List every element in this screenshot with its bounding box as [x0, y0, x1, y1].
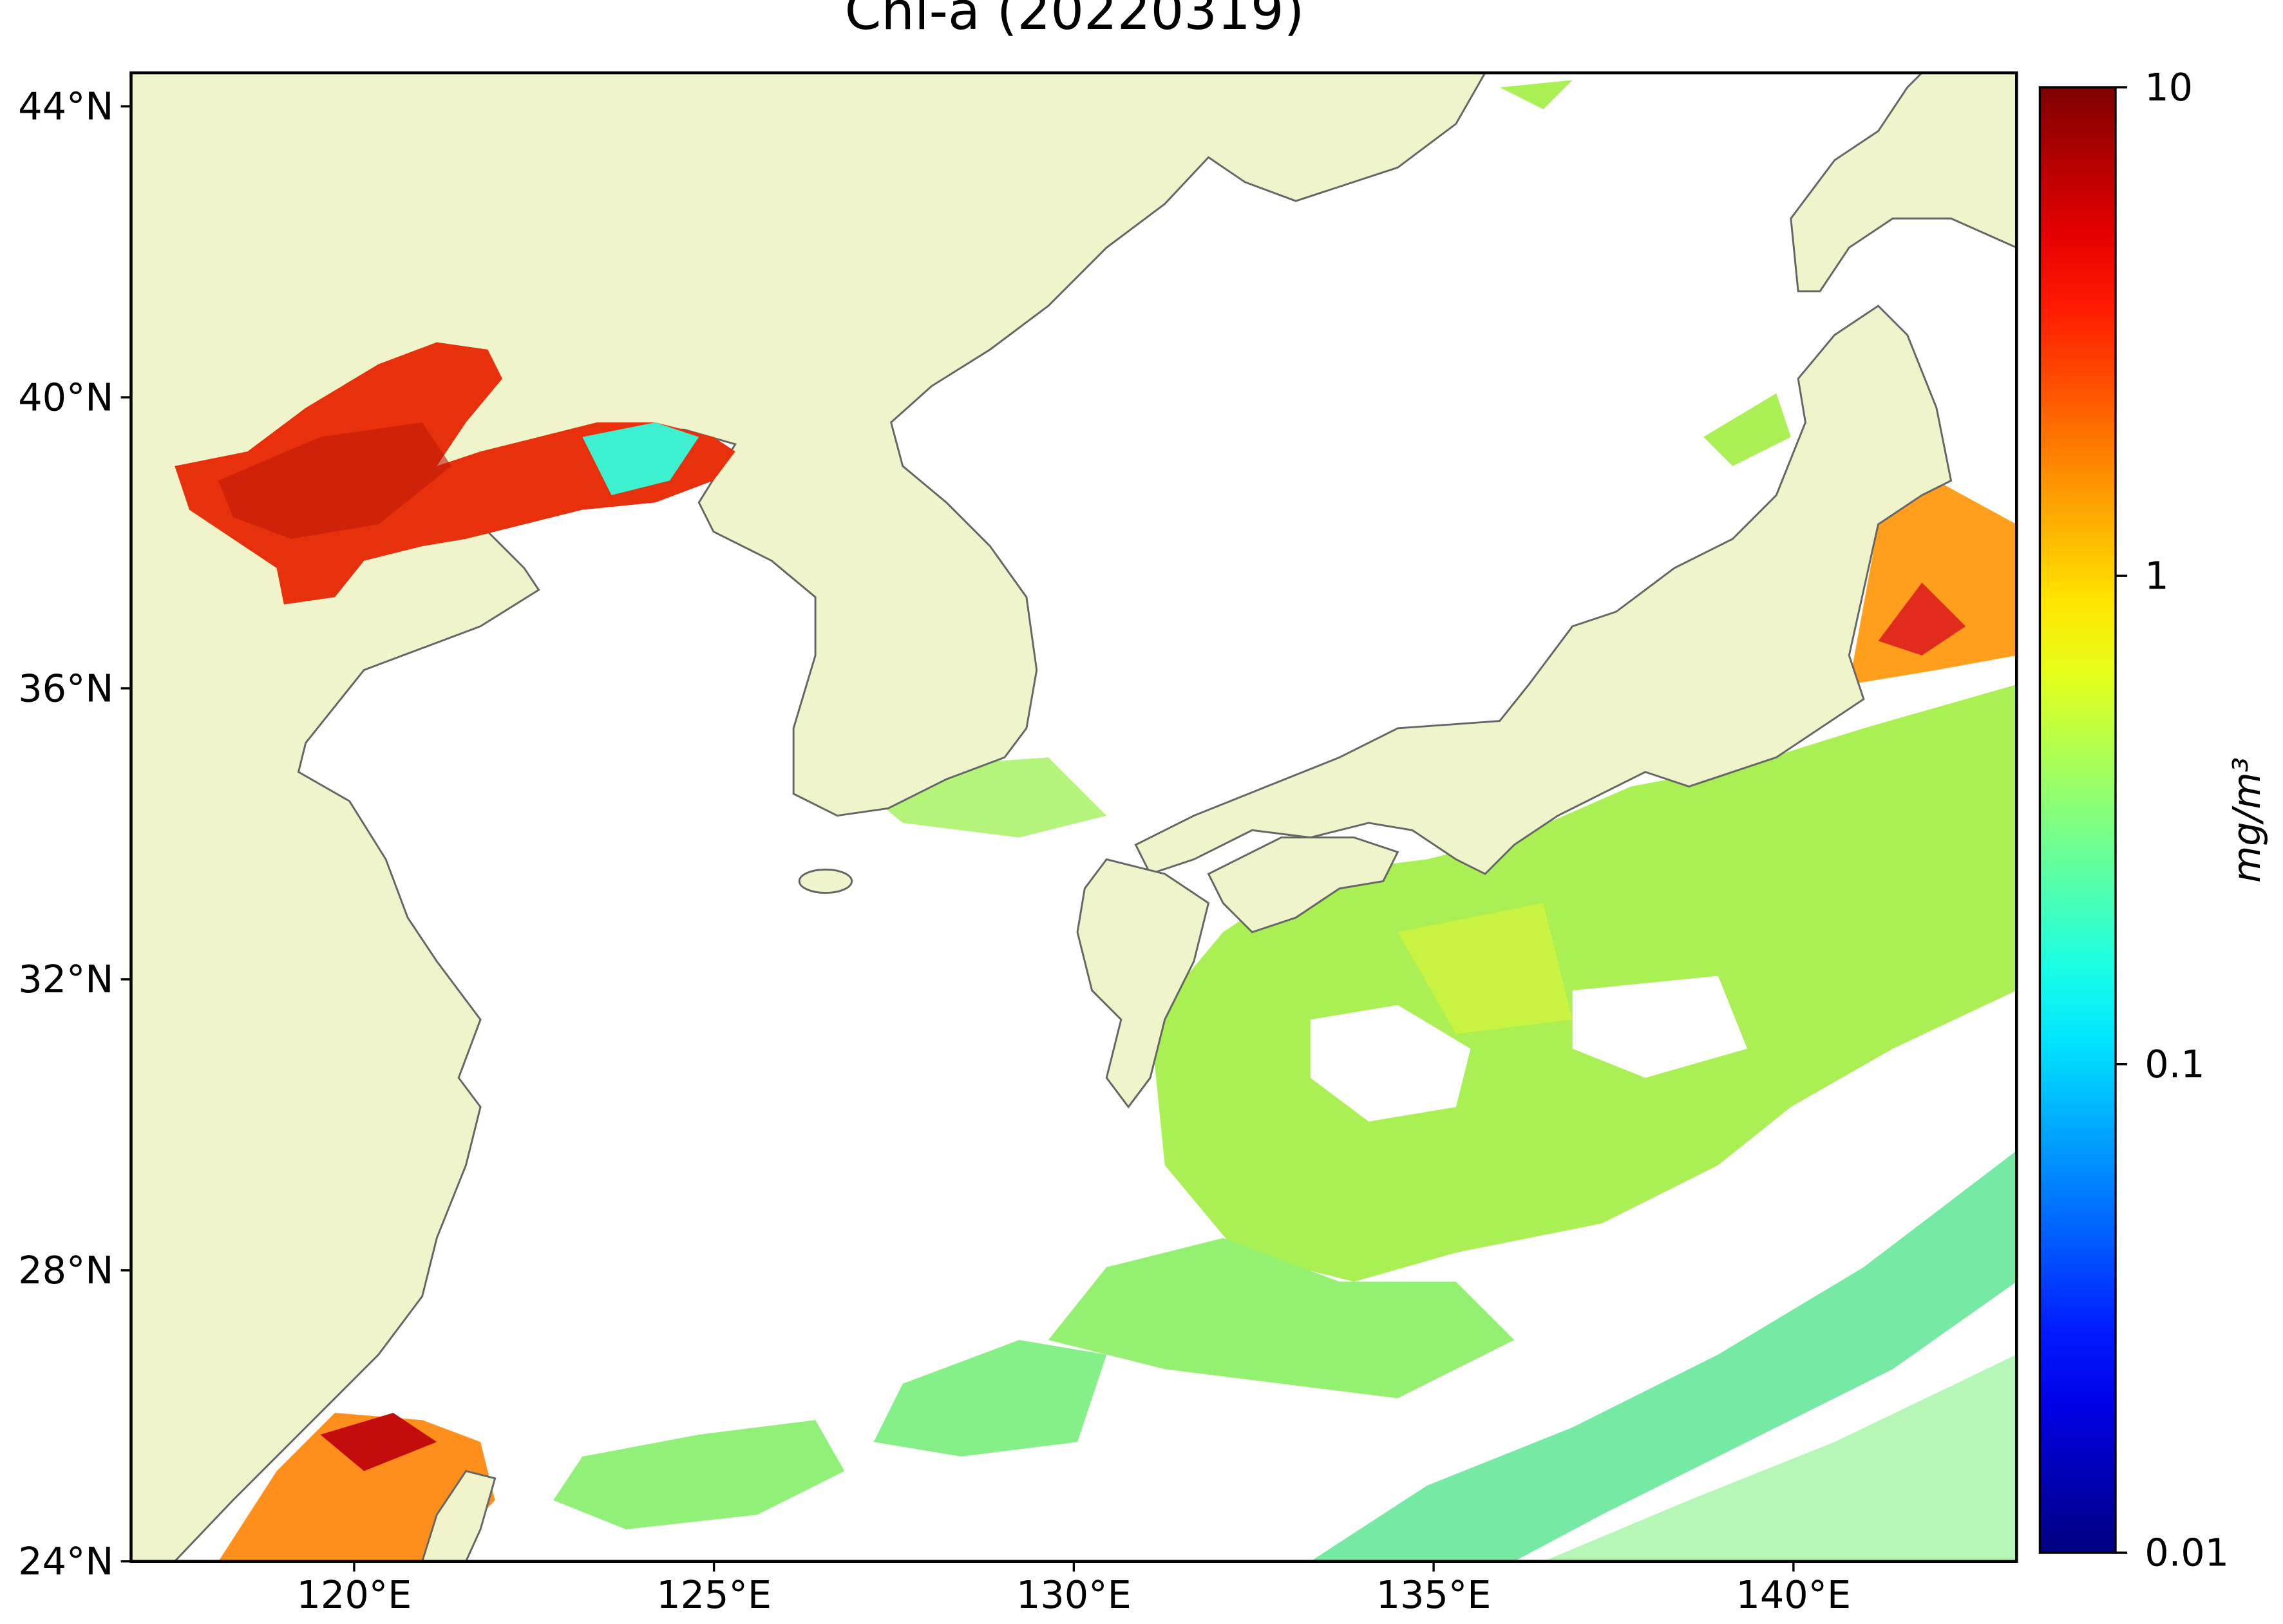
y-tick-label: 32°N	[18, 957, 113, 1001]
y-tick-label: 28°N	[18, 1248, 113, 1292]
bohai-chl-core	[218, 422, 451, 539]
x-tick-label: 135°E	[1376, 1572, 1492, 1617]
land-jeju	[798, 868, 853, 894]
y-tick-label: 36°N	[18, 666, 113, 710]
y-tick-label: 40°N	[18, 375, 113, 419]
land-hokkaido	[1790, 73, 2017, 292]
land-taiwan	[421, 1469, 497, 1562]
land-honshu	[1134, 305, 1953, 875]
colorbar-tick-label: 10	[2145, 65, 2193, 109]
land-kyushu	[1076, 858, 1210, 1109]
x-tick-label: 140°E	[1736, 1572, 1852, 1617]
colorbar-tick-label: 0.1	[2145, 1042, 2204, 1086]
x-tick-label: 120°E	[297, 1572, 412, 1617]
colorbar-label: mg/m³	[2224, 757, 2269, 883]
y-tick-label: 24°N	[18, 1539, 113, 1583]
colorbar-tick-label: 0.01	[2145, 1531, 2229, 1575]
chl-field	[218, 80, 2017, 1562]
y-tick-label: 44°N	[18, 84, 113, 128]
colorbar-tick-label: 1	[2145, 554, 2168, 598]
x-tick-label: 130°E	[1016, 1572, 1132, 1617]
map	[131, 73, 2017, 1562]
x-tick-label: 125°E	[656, 1572, 772, 1617]
bohai-chl	[175, 342, 735, 605]
chart-title: Chl-a (20220319)	[845, 0, 1305, 42]
colorbar	[2038, 86, 2117, 1554]
land-shikoku	[1207, 836, 1399, 934]
korea-bay-chl	[582, 422, 699, 496]
